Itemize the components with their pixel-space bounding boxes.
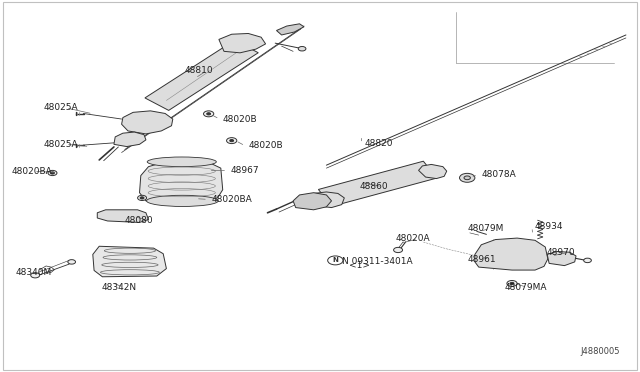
Text: 48020B: 48020B	[223, 115, 257, 124]
Circle shape	[140, 197, 144, 199]
Text: 48961: 48961	[467, 255, 496, 264]
Circle shape	[510, 282, 514, 285]
Text: 48342N: 48342N	[101, 283, 136, 292]
Ellipse shape	[147, 157, 216, 167]
Polygon shape	[97, 210, 148, 222]
Circle shape	[460, 173, 475, 182]
Polygon shape	[114, 132, 146, 147]
Polygon shape	[145, 40, 259, 110]
Text: 48860: 48860	[360, 182, 388, 191]
Polygon shape	[419, 164, 447, 179]
Text: N: N	[332, 257, 339, 263]
Text: 48079M: 48079M	[467, 224, 504, 233]
Circle shape	[204, 111, 214, 117]
Circle shape	[394, 247, 403, 253]
Text: 48967: 48967	[230, 166, 259, 175]
Text: 48810: 48810	[184, 66, 213, 75]
Polygon shape	[276, 24, 304, 35]
Polygon shape	[140, 161, 223, 202]
Polygon shape	[219, 33, 266, 53]
Polygon shape	[318, 161, 437, 206]
Polygon shape	[93, 246, 166, 277]
Polygon shape	[293, 193, 332, 210]
Polygon shape	[475, 238, 548, 270]
Circle shape	[230, 140, 234, 142]
Text: 48078A: 48078A	[481, 170, 516, 179]
Text: <1>: <1>	[349, 262, 370, 270]
Text: 48970: 48970	[547, 248, 575, 257]
Polygon shape	[547, 251, 576, 266]
Text: 48080: 48080	[125, 216, 154, 225]
Circle shape	[68, 260, 76, 264]
Polygon shape	[122, 111, 173, 134]
Circle shape	[584, 258, 591, 263]
Text: 48934: 48934	[535, 222, 564, 231]
Circle shape	[48, 170, 57, 176]
Circle shape	[464, 176, 470, 180]
Circle shape	[227, 138, 237, 144]
Text: J4880005: J4880005	[580, 347, 620, 356]
Text: 48025A: 48025A	[44, 140, 78, 149]
Circle shape	[207, 113, 211, 115]
Circle shape	[51, 172, 54, 174]
Text: 48079MA: 48079MA	[504, 283, 547, 292]
Circle shape	[328, 256, 343, 265]
Text: 48340M: 48340M	[16, 268, 52, 277]
Text: 48025A: 48025A	[44, 103, 78, 112]
Polygon shape	[307, 192, 344, 208]
Text: 48020A: 48020A	[396, 234, 430, 243]
Text: N 09311-3401A: N 09311-3401A	[342, 257, 412, 266]
Ellipse shape	[147, 195, 218, 206]
Circle shape	[298, 46, 306, 51]
Text: 48020B: 48020B	[248, 141, 283, 150]
Circle shape	[31, 273, 40, 278]
Text: 48820: 48820	[365, 139, 394, 148]
Text: 48020BA: 48020BA	[211, 195, 252, 204]
Circle shape	[138, 195, 147, 201]
Circle shape	[507, 280, 517, 286]
Text: 48020BA: 48020BA	[12, 167, 52, 176]
